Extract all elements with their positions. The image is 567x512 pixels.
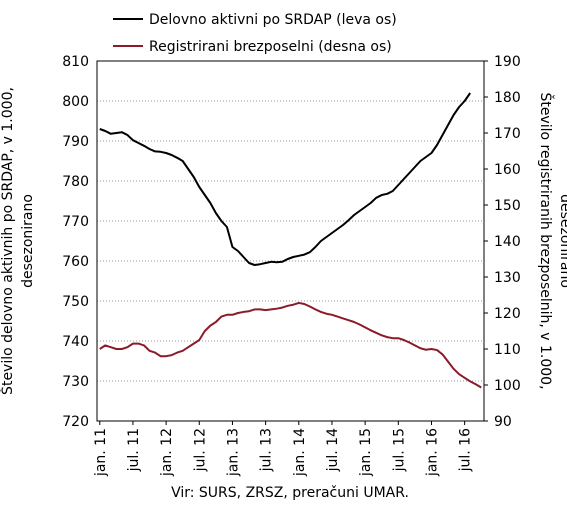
- y-tick-label: 730: [62, 374, 89, 390]
- x-tick-label: jan. 15: [358, 428, 374, 477]
- x-tick-label: jan. 16: [424, 428, 440, 477]
- y-axis-title: Število delovno aktivnih po SRDAP, v 1.0…: [0, 87, 16, 395]
- x-tick-label: jul. 14: [325, 428, 341, 472]
- x-tick-label: jul. 16: [458, 428, 474, 472]
- y2-axis-title: Število registriranih brezposelnih, v 1.…: [537, 92, 555, 389]
- line-series: [99, 92, 472, 266]
- y-tick-label: 800: [62, 94, 89, 110]
- y2-tick-label: 170: [494, 126, 521, 142]
- x-tick-label: jan. 14: [292, 428, 308, 477]
- y-axis-title: desezonirano: [20, 194, 36, 288]
- legend-label: Registrirani brezposelni (desna os): [149, 39, 392, 55]
- x-tick-label: jul. 15: [391, 428, 407, 472]
- x-tick-label: jul. 12: [192, 428, 208, 472]
- legend-label: Delovno aktivni po SRDAP (leva os): [149, 12, 397, 28]
- y-tick-label: 750: [62, 294, 89, 310]
- x-tick-label: jan. 12: [159, 428, 175, 477]
- y2-tick-label: 150: [494, 198, 521, 214]
- y2-tick-label: 160: [494, 162, 521, 178]
- y-tick-label: 740: [62, 334, 89, 350]
- y2-tick-label: 120: [494, 306, 521, 322]
- line-series: [99, 301, 482, 389]
- plot-frame: [96, 60, 485, 422]
- y2-axis-title: desezonirano: [557, 194, 567, 288]
- x-tick-label: jul. 11: [126, 428, 142, 472]
- y2-tick-label: 130: [494, 270, 521, 286]
- y2-tick-label: 90: [494, 414, 512, 430]
- y2-tick-label: 100: [494, 378, 521, 394]
- x-tick-label: jul. 13: [259, 428, 275, 472]
- y2-tick-label: 140: [494, 234, 521, 250]
- y2-tick-label: 190: [494, 54, 521, 70]
- x-tick-label: jan. 13: [225, 428, 241, 477]
- source: Vir: SURS, ZRSZ, preračuni UMAR.: [171, 485, 409, 501]
- y-tick-label: 790: [62, 134, 89, 150]
- y-tick-label: 720: [62, 414, 89, 430]
- y-tick-label: 810: [62, 54, 89, 70]
- y-tick-label: 780: [62, 174, 89, 190]
- y2-tick-label: 110: [494, 342, 521, 358]
- y2-tick-label: 180: [494, 90, 521, 106]
- x-tick-label: jan. 11: [93, 428, 109, 477]
- y-tick-label: 770: [62, 214, 89, 230]
- y-tick-label: 760: [62, 254, 89, 270]
